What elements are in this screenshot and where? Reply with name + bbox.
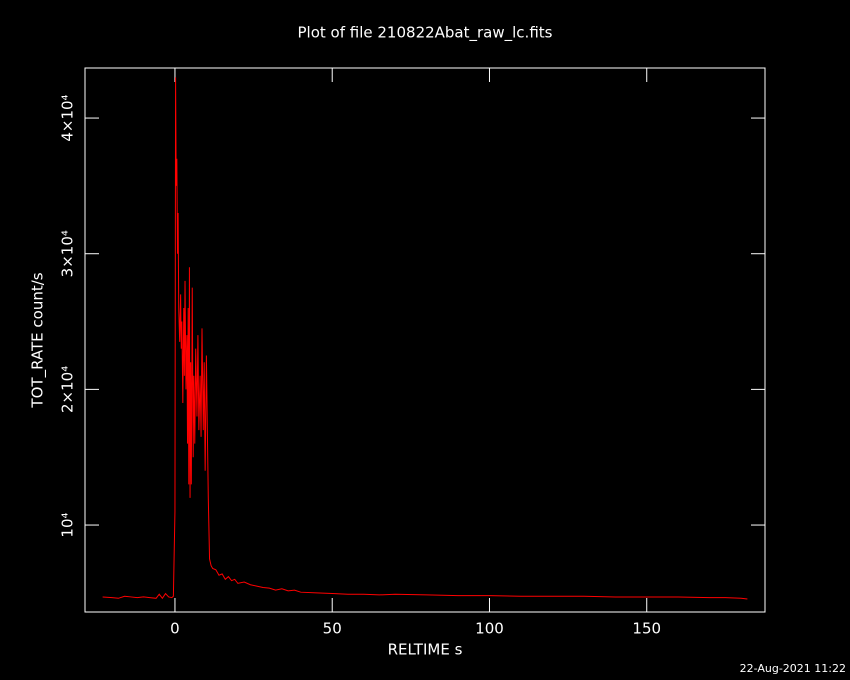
chart-title: Plot of file 210822Abat_raw_lc.fits	[298, 24, 553, 43]
y-tick-label: 10⁴	[59, 512, 77, 537]
x-tick-label: 0	[170, 620, 180, 638]
x-tick-label: 150	[632, 620, 661, 638]
light-curve	[102, 77, 748, 600]
x-axis-label: RELTIME s	[388, 641, 463, 659]
y-axis-label: TOT_RATE count/s	[29, 272, 48, 408]
x-tick-label: 50	[323, 620, 342, 638]
y-tick-label: 4×10⁴	[59, 94, 77, 141]
timestamp: 22-Aug-2021 11:22	[740, 662, 846, 675]
x-tick-label: 100	[475, 620, 504, 638]
y-tick-label: 3×10⁴	[59, 230, 77, 277]
plot-frame	[84, 67, 766, 613]
y-tick-label: 2×10⁴	[59, 366, 77, 413]
